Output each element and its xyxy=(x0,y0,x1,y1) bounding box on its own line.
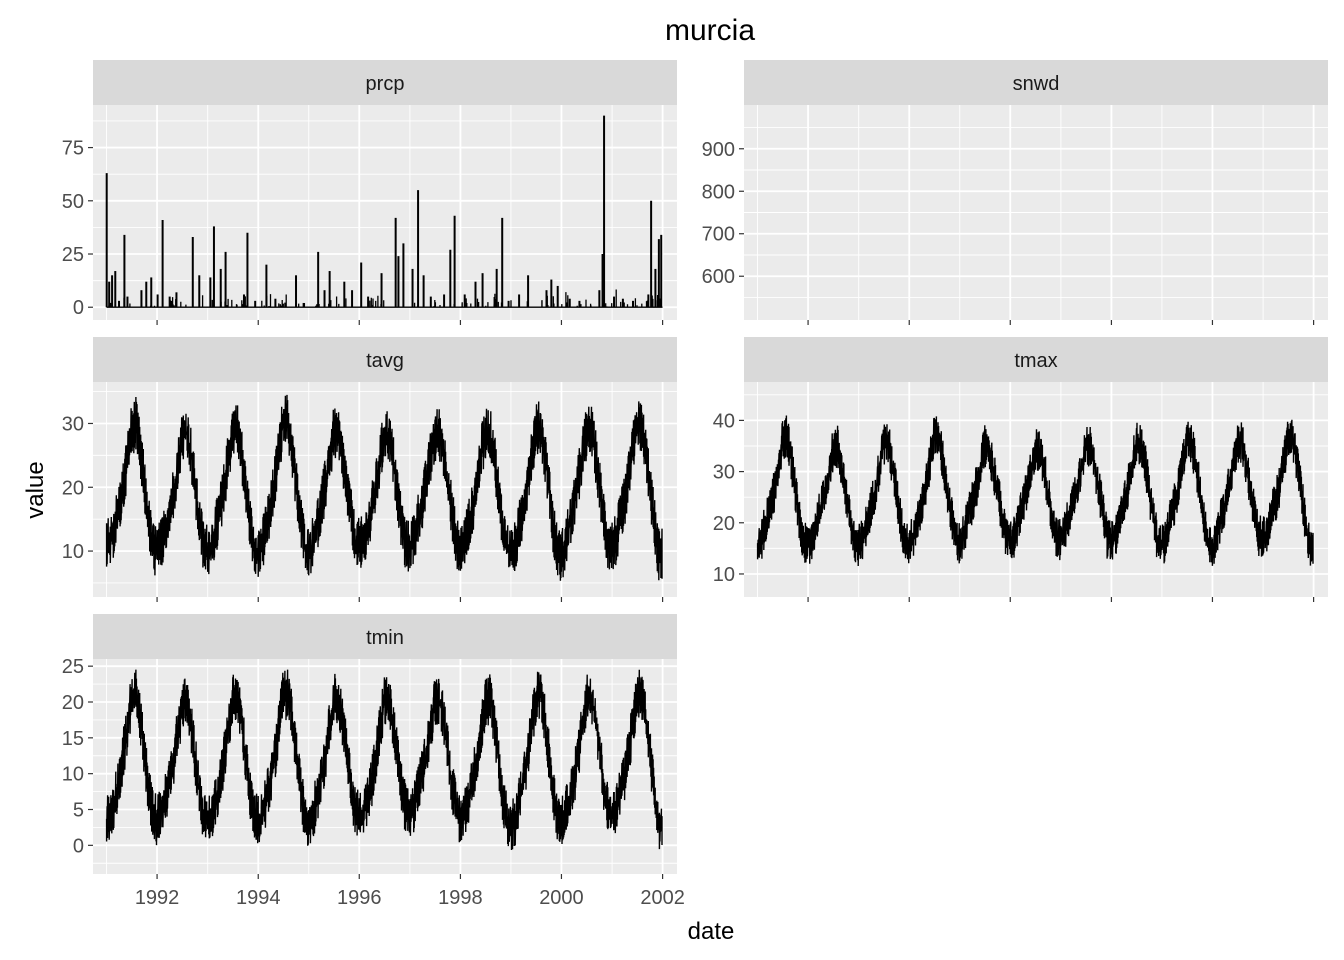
facet-strip xyxy=(744,337,1328,382)
chart-title: murcia xyxy=(665,14,755,47)
panel-tmax: tmax 10 20 30 40 xyxy=(713,337,1328,602)
panel-snwd: snwd 600 700 800 900 xyxy=(702,60,1328,325)
y-tick-label: 20 xyxy=(62,477,84,499)
y-tick-label: 30 xyxy=(62,413,84,435)
facet-label-snwd: snwd xyxy=(1013,73,1060,95)
x-tick-label: 1996 xyxy=(337,887,382,909)
x-tick-label: 1998 xyxy=(438,887,483,909)
y-tick-label: 15 xyxy=(62,728,84,750)
y-tick-label: 10 xyxy=(62,541,84,563)
x-tick-label: 2002 xyxy=(640,887,685,909)
y-tick-label: 25 xyxy=(62,244,84,266)
facet-strip xyxy=(93,337,677,382)
y-tick-label: 25 xyxy=(62,656,84,678)
facet-strip xyxy=(93,60,677,105)
facet-label-tmax: tmax xyxy=(1014,350,1057,372)
y-tick-label: 50 xyxy=(62,191,84,213)
series-line-tavg xyxy=(105,394,663,581)
facet-strip xyxy=(93,614,677,659)
panel-background xyxy=(744,382,1328,597)
panel-tmin: tmin 0 5 10 15 20 25 1992 1994 1996 1998 2000 2002 xyxy=(62,614,685,909)
y-tick-label: 40 xyxy=(713,410,735,432)
facet-label-tavg: tavg xyxy=(366,350,404,372)
facet-label-prcp: prcp xyxy=(366,73,405,95)
y-tick-label: 600 xyxy=(702,266,735,288)
x-tick-label: 2000 xyxy=(539,887,584,909)
y-tick-label: 700 xyxy=(702,224,735,246)
x-axis-title: date xyxy=(688,918,735,945)
panel-prcp: prcp 0 25 50 75 xyxy=(62,60,677,325)
y-tick-label: 0 xyxy=(73,835,84,857)
panel-background xyxy=(93,105,677,320)
series-line-tmax xyxy=(756,415,1314,567)
y-tick-label: 0 xyxy=(73,297,84,319)
y-tick-label: 30 xyxy=(713,462,735,484)
facet-strip xyxy=(744,60,1328,105)
x-tick-label: 1992 xyxy=(135,887,180,909)
y-tick-label: 800 xyxy=(702,181,735,203)
x-tick-label: 1994 xyxy=(236,887,281,909)
y-tick-label: 900 xyxy=(702,139,735,161)
y-tick-label: 10 xyxy=(713,564,735,586)
y-axis-title: value xyxy=(22,461,49,518)
y-tick-label: 20 xyxy=(62,692,84,714)
y-tick-label: 5 xyxy=(73,800,84,822)
panel-tavg: tavg 10 20 30 xyxy=(62,337,677,602)
facet-panels: prcp0255075snwd600700800900tavg102030tma… xyxy=(62,60,1328,909)
y-tick-label: 20 xyxy=(713,513,735,535)
series-line-tmin xyxy=(105,669,663,851)
facet-label-tmin: tmin xyxy=(366,627,404,649)
y-tick-label: 10 xyxy=(62,764,84,786)
y-tick-label: 75 xyxy=(62,138,84,160)
